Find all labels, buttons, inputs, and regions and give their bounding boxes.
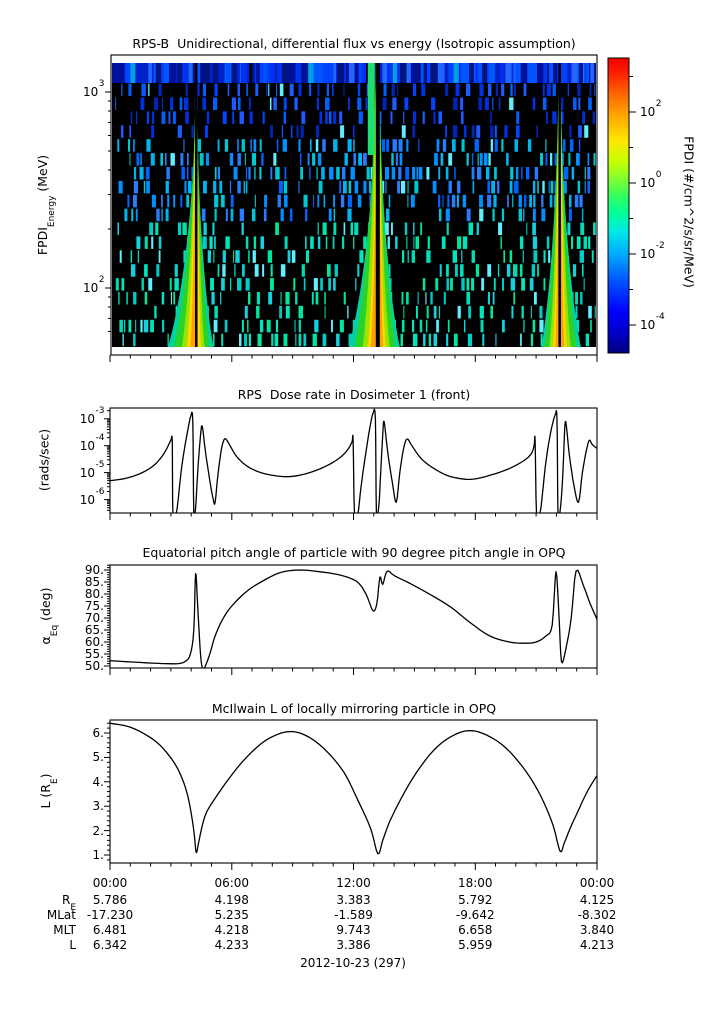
pitch-ytick-label: 75. [84,599,104,613]
colorbar-tick-label: 10-4 [640,312,665,332]
axis-row-value: 6.481 [92,923,128,937]
axis-row-value: 3.386 [336,938,371,952]
dose-ytick-label: 10-5 [79,459,105,480]
axis-row-value: 5.959 [458,938,493,952]
axis-row-value: -1.589 [334,908,373,922]
spectrogram-ylabel: FPDIEnergy (MeV) [34,154,57,256]
colorbar-label: FPDI (#/cm^2/s/sr/MeV) [681,136,697,288]
pitch-ytick-label: 70. [84,611,104,625]
mcilwain-ytick-label: 4. [92,774,104,789]
mcilwain-ytick-label: 5. [92,750,104,765]
time-tick-label: 00:00 [92,876,128,890]
pitch-ytick-label: 80. [84,587,104,601]
date-label: 2012-10-23 (297) [300,956,406,970]
time-tick-label: 12:00 [336,876,371,890]
mcilwain-ytick-label: 6. [92,726,104,740]
axis-row-value: 6.658 [458,923,493,937]
axis-row-label: L [69,938,76,952]
mcilwain-title: McIlwain L of locally mirroring particle… [211,701,497,716]
axis-row-value: 3.840 [579,923,615,937]
mcilwain-ytick-label: 2. [92,823,104,838]
pitch-ytick-label: 55. [84,647,104,661]
colorbar-tick-label: 100 [640,170,662,190]
time-tick-label: 00:00 [579,876,615,890]
axis-row-label: MLT [53,923,76,937]
axis-row-value: 4.125 [579,893,615,907]
dose-ytick-label: 10-4 [79,432,105,453]
axis-row-value: 4.213 [579,938,615,952]
pitch-ytick-label: 85. [84,575,104,589]
colorbar-tick-label: 10-2 [640,241,665,261]
pitch-ytick-label: 50. [84,659,104,673]
axis-row-value: -8.302 [577,908,617,922]
colorbar-tick-label: 102 [640,99,662,119]
pitch-ytick-label: 60. [84,635,104,649]
pitch-ytick-label: 65. [84,623,104,637]
axis-row-label: MLat [46,908,76,922]
mcilwain-ytick-label: 3. [92,799,104,814]
time-tick-label: 18:00 [457,876,493,890]
axis-row-value: 4.218 [214,923,249,937]
axis-row-value: 5.235 [214,908,249,922]
spectrogram-ytick-label: 102 [82,275,105,295]
axis-row-value: 6.342 [92,938,128,952]
dose-ytick-label: 10-3 [79,405,105,426]
axis-row-value: -17.230 [86,908,134,922]
spectrogram-ytick-label: 103 [82,79,105,99]
spectrogram-title: RPS-B Unidirectional, differential flux … [132,36,576,51]
axis-row-value: 9.743 [336,923,371,937]
mcilwain-ytick-label: 1. [92,848,104,862]
time-tick-label: 06:00 [214,876,250,890]
axis-row-label: RE [61,893,76,914]
pitch-ytick-label: 90. [84,563,104,577]
pitch-title: Equatorial pitch angle of particle with … [142,545,566,560]
axis-row-value: 5.786 [92,893,128,907]
axis-row-value: 4.198 [214,893,249,907]
axis-row-value: 4.233 [214,938,249,952]
dose-title: RPS Dose rate in Dosimeter 1 (front) [237,387,471,402]
axis-row-value: -9.642 [455,908,495,922]
axis-row-value: 3.383 [336,893,371,907]
axis-row-value: 5.792 [458,893,493,907]
dose-ytick-label: 10-6 [79,486,105,507]
